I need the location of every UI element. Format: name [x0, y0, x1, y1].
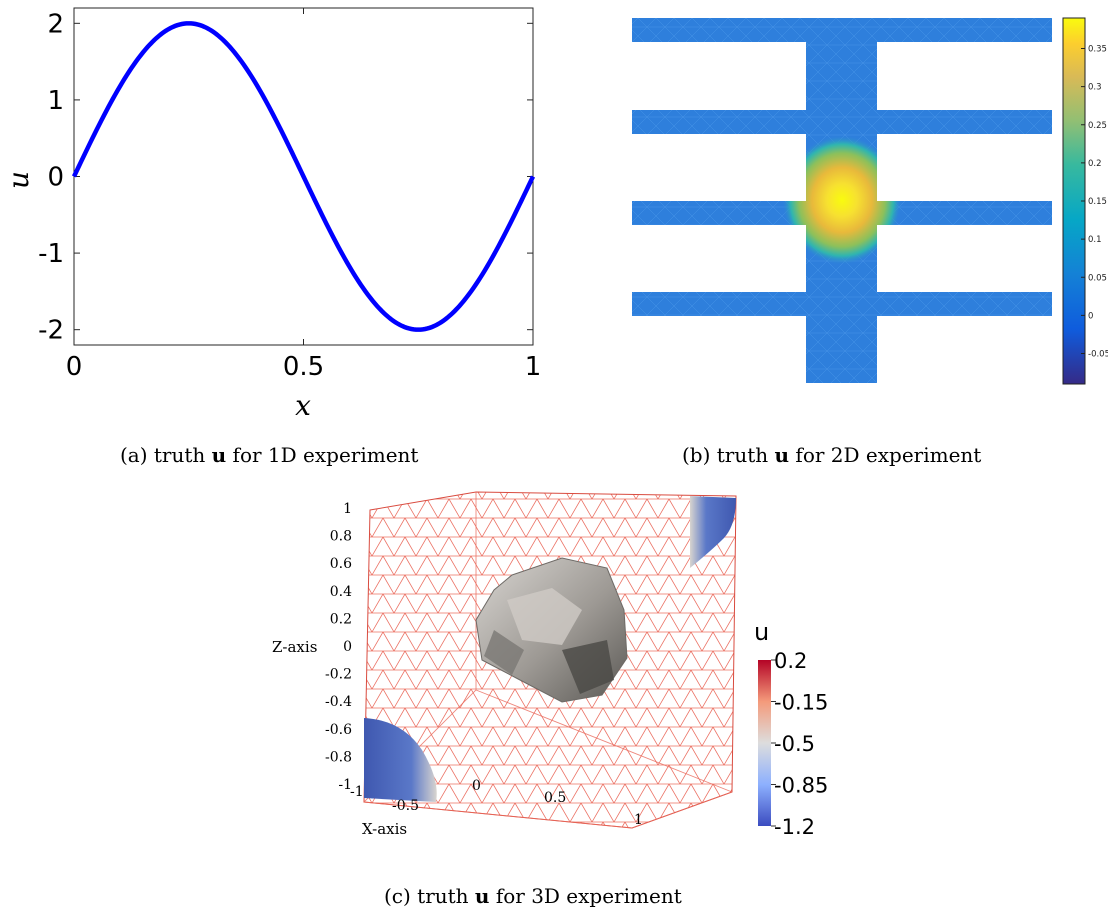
colorbar-tick-label: 0.3	[1088, 83, 1102, 93]
colorbar-tick-label: 0.25	[1088, 121, 1107, 131]
x-axis-label: x	[295, 389, 311, 422]
z-tick-label: -0.4	[325, 694, 352, 710]
y-ticks: -2 -1 0 1 2	[38, 9, 533, 346]
colorbar-tick-label: -0.05	[1088, 350, 1108, 360]
colorbar-ticks: -0.05 0 0.05 0.1 0.15 0.2 0.25 0.3 0.35	[1081, 45, 1108, 360]
colorbar-tick-label: 0.35	[1088, 45, 1107, 55]
z-tick-label: -0.2	[325, 667, 352, 683]
colorbar	[758, 660, 771, 826]
colorbar-tick-label: 0	[1088, 311, 1093, 321]
y-axis-label: u	[2, 171, 35, 189]
x-tick-label: 0.5	[544, 790, 566, 806]
z-tick-label: 0.2	[330, 611, 352, 627]
z-tick-label: 1	[343, 501, 352, 517]
z-tick-label: -1	[338, 777, 352, 793]
colorbar-tick-label: -0.85	[774, 774, 828, 798]
x-tick-label: -0.5	[392, 798, 419, 814]
y-tick-label: -1	[38, 239, 64, 269]
z-tick-label: -0.8	[325, 749, 352, 765]
z-tick-label: -0.6	[325, 722, 352, 738]
colorbar-tick-label: 0.05	[1088, 273, 1107, 283]
z-tick-label: 0	[343, 639, 352, 655]
colorbar-tick-label: -0.5	[774, 732, 815, 756]
colorbar-tick-label: 0.2	[774, 649, 807, 673]
colorbar-tick-label: -1.2	[774, 815, 815, 839]
y-tick-label: 2	[47, 9, 64, 39]
blob-surface	[475, 557, 628, 703]
x-tick-label: 1	[634, 812, 643, 828]
comb-domain	[632, 18, 1052, 383]
y-tick-label: 0	[47, 163, 64, 193]
colorbar-tick-label: 0.15	[1088, 197, 1107, 207]
x-ticks: 0 0.5 1	[66, 8, 542, 382]
z-tick-label: 0.8	[330, 529, 352, 545]
corner-surface-top	[690, 496, 736, 568]
x-ticks: -1 -0.5 0 0.5 1	[350, 778, 643, 828]
colorbar-ticks: 0.2 -0.15 -0.5 -0.85 -1.2	[771, 649, 828, 839]
series-line	[71, 21, 536, 332]
z-ticks: 1 0.8 0.6 0.4 0.2 0 -0.2 -0.4 -0.6 -0.8 -1	[325, 501, 352, 793]
x-tick-label: 0	[472, 778, 481, 794]
colorbar-title: u	[754, 618, 769, 646]
y-tick-label: 1	[47, 86, 64, 116]
heatmap-2d: -0.05 0 0.05 0.1 0.15 0.2 0.25 0.3 0.35	[632, 17, 1108, 385]
mesh-3d: 10.80.60.40.20-0.2-0.4-0.6-0.8-1 -1-0.50…	[272, 491, 828, 839]
hotspot	[782, 135, 902, 265]
x-tick-label: 0	[66, 352, 83, 382]
colorbar-tick-label: -0.15	[774, 691, 828, 715]
caption-c: (c) truth u for 3D experiment	[384, 884, 682, 908]
z-tick-label: 0.6	[330, 556, 352, 572]
colorbar-tick-label: 0.1	[1088, 235, 1102, 245]
x-tick-label: -1	[350, 784, 364, 800]
x-tick-label: 0.5	[283, 352, 324, 382]
corner-surface-bottom	[364, 718, 437, 802]
caption-b: (b) truth u for 2D experiment	[682, 443, 982, 467]
caption-a: (a) truth u for 1D experiment	[120, 443, 419, 467]
z-axis-label: Z-axis	[272, 638, 317, 656]
y-tick-label: -2	[38, 316, 64, 346]
x-axis-label: X-axis	[362, 820, 407, 838]
colorbar-tick-label: 0.2	[1088, 159, 1102, 169]
z-tick-label: 0.4	[330, 584, 352, 600]
x-tick-label: 1	[525, 352, 542, 382]
